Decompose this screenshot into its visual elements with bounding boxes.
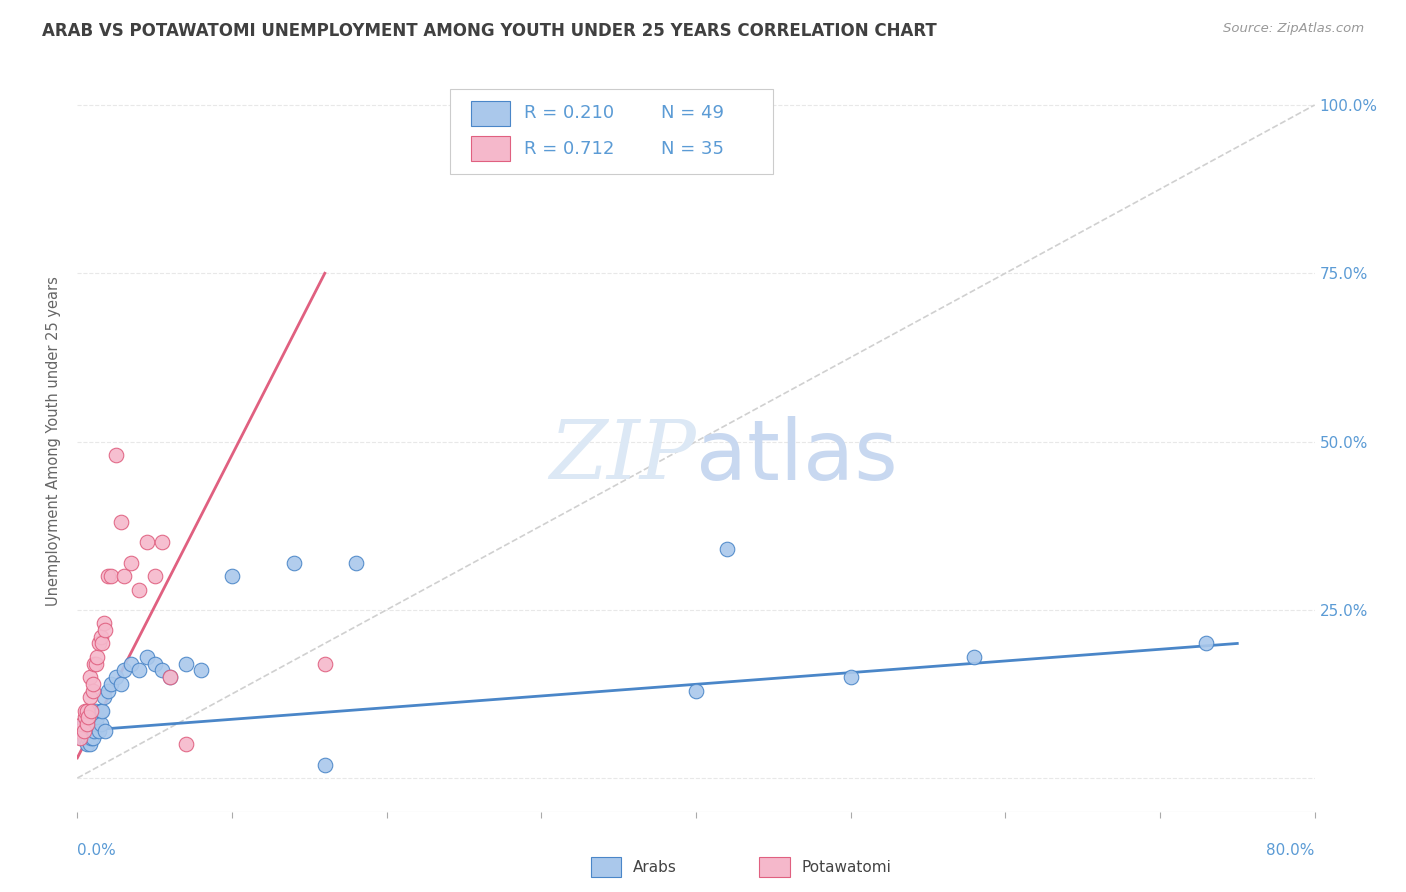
Point xyxy=(121,657,143,671)
Point xyxy=(159,670,181,684)
Point xyxy=(94,723,117,738)
Point xyxy=(84,717,107,731)
Point xyxy=(283,556,305,570)
Point xyxy=(94,623,117,637)
Text: 80.0%: 80.0% xyxy=(1267,843,1315,858)
Point xyxy=(174,738,197,752)
Point xyxy=(1195,636,1218,650)
Point xyxy=(100,569,122,583)
Point xyxy=(82,677,104,691)
Point xyxy=(80,704,103,718)
Point xyxy=(97,569,120,583)
Text: Arabs: Arabs xyxy=(633,860,676,874)
Point xyxy=(90,704,112,718)
Text: atlas: atlas xyxy=(696,416,897,497)
Text: N = 35: N = 35 xyxy=(661,140,724,158)
Point xyxy=(72,717,94,731)
Point xyxy=(86,649,108,664)
Point xyxy=(143,657,166,671)
Point xyxy=(105,670,128,684)
Point xyxy=(90,630,112,644)
Point xyxy=(82,731,104,745)
Point xyxy=(91,704,114,718)
Point xyxy=(79,670,101,684)
Point xyxy=(143,569,166,583)
Point xyxy=(72,723,94,738)
Point xyxy=(100,677,122,691)
Point xyxy=(110,677,132,691)
Point xyxy=(70,731,93,745)
Point xyxy=(79,738,101,752)
Point xyxy=(82,723,104,738)
Point xyxy=(77,710,100,724)
Point xyxy=(152,664,174,678)
Point xyxy=(112,664,135,678)
Point xyxy=(91,636,114,650)
Point xyxy=(82,717,104,731)
Point xyxy=(75,704,96,718)
Text: N = 49: N = 49 xyxy=(661,104,724,122)
Point xyxy=(87,723,110,738)
Text: Source: ZipAtlas.com: Source: ZipAtlas.com xyxy=(1223,22,1364,36)
Point xyxy=(76,717,98,731)
Point xyxy=(314,757,336,772)
Point xyxy=(839,670,862,684)
Text: Potawatomi: Potawatomi xyxy=(801,860,891,874)
Point xyxy=(67,723,90,738)
Point xyxy=(77,731,100,745)
Text: 0.0%: 0.0% xyxy=(77,843,117,858)
Point xyxy=(79,690,101,705)
Point xyxy=(76,738,98,752)
Point xyxy=(84,657,107,671)
Point xyxy=(314,657,336,671)
Point xyxy=(128,582,150,597)
Point xyxy=(121,556,143,570)
Point xyxy=(76,717,98,731)
Point xyxy=(93,616,115,631)
Point xyxy=(79,723,101,738)
Point xyxy=(75,710,96,724)
Point xyxy=(110,516,132,530)
Point xyxy=(221,569,243,583)
Point xyxy=(69,723,91,738)
Point xyxy=(87,636,110,650)
Point xyxy=(105,448,128,462)
Point xyxy=(69,731,91,745)
Point xyxy=(83,710,105,724)
Point xyxy=(716,542,738,557)
Point xyxy=(77,723,100,738)
Point xyxy=(82,683,104,698)
Point xyxy=(174,657,197,671)
Point xyxy=(70,717,93,731)
Text: R = 0.712: R = 0.712 xyxy=(524,140,614,158)
Point xyxy=(963,649,986,664)
Point xyxy=(344,556,367,570)
Text: ARAB VS POTAWATOMI UNEMPLOYMENT AMONG YOUTH UNDER 25 YEARS CORRELATION CHART: ARAB VS POTAWATOMI UNEMPLOYMENT AMONG YO… xyxy=(42,22,936,40)
Point xyxy=(190,664,212,678)
Point xyxy=(152,535,174,549)
Point xyxy=(83,723,105,738)
Point xyxy=(76,704,98,718)
Point xyxy=(128,664,150,678)
Text: R = 0.210: R = 0.210 xyxy=(524,104,614,122)
Y-axis label: Unemployment Among Youth under 25 years: Unemployment Among Youth under 25 years xyxy=(46,277,62,607)
Point xyxy=(136,649,159,664)
Point xyxy=(93,690,115,705)
Point xyxy=(84,704,107,718)
Point xyxy=(80,731,103,745)
Point xyxy=(685,683,707,698)
Point xyxy=(136,535,159,549)
Point xyxy=(159,670,181,684)
Point xyxy=(112,569,135,583)
Point xyxy=(86,710,108,724)
Point xyxy=(80,717,103,731)
Text: ZIP: ZIP xyxy=(550,417,696,496)
Point xyxy=(97,683,120,698)
Point xyxy=(75,723,96,738)
Point xyxy=(83,657,105,671)
Point xyxy=(90,717,112,731)
Point xyxy=(75,731,96,745)
